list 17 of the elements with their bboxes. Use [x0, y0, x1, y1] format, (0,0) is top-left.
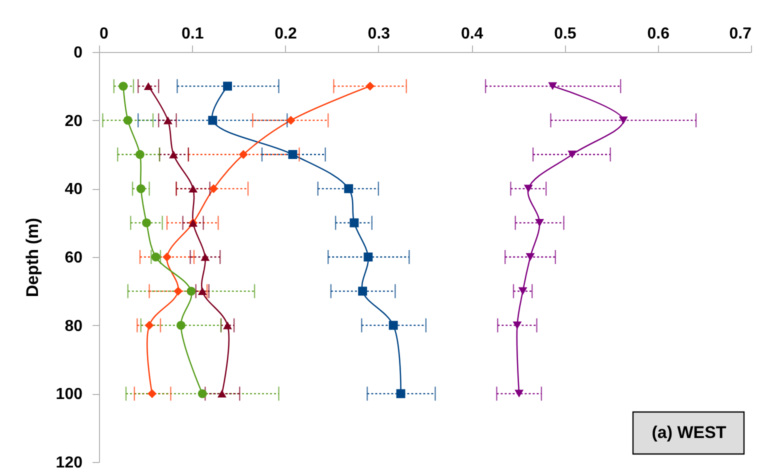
x-tick-label: 0.7	[729, 26, 752, 42]
x-tick-label: 0.3	[368, 26, 390, 42]
y-tick-label: 80	[64, 318, 83, 335]
x-tick-label: 0.4	[460, 26, 484, 42]
x-tick-label: 0.5	[554, 26, 576, 42]
x-tick-label: 0.1	[182, 26, 204, 42]
y-tick-label: 20	[64, 112, 83, 130]
x-tick-label: 0.6	[647, 26, 670, 42]
annotation: (a) WEST	[652, 423, 727, 442]
x-tick-label: 0.2	[274, 26, 298, 42]
y-tick-label: 120	[56, 454, 83, 472]
y-tick-label: 60	[64, 250, 83, 266]
y-tick-label: 0	[74, 44, 83, 62]
y-tick-label: 100	[56, 386, 83, 404]
y-axis-title: Depth (m)	[22, 218, 42, 298]
y-tick-label: 40	[64, 181, 83, 198]
x-tick-label: 0	[100, 26, 108, 42]
